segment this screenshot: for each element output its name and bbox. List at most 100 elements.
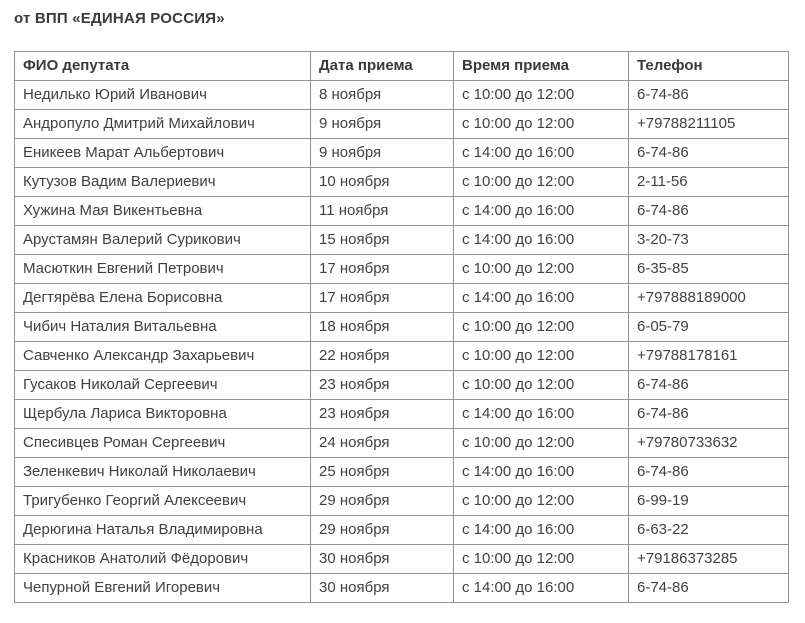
cell-name: Недилько Юрий Иванович	[14, 80, 311, 110]
cell-name: Еникеев Марат Альбертович	[14, 138, 311, 168]
cell-time: с 10:00 до 12:00	[453, 80, 629, 110]
cell-date: 29 ноября	[310, 515, 454, 545]
cell-date: 8 ноября	[310, 80, 454, 110]
cell-date: 15 ноября	[310, 225, 454, 255]
cell-time: с 10:00 до 12:00	[453, 341, 629, 371]
cell-date: 23 ноября	[310, 370, 454, 400]
cell-name: Кутузов Вадим Валериевич	[14, 167, 311, 197]
cell-name: Андропуло Дмитрий Михайлович	[14, 109, 311, 139]
cell-name: Гусаков Николай Сергеевич	[14, 370, 311, 400]
cell-phone: 6-74-86	[628, 196, 789, 226]
cell-name: Тригубенко Георгий Алексеевич	[14, 486, 311, 516]
table-row: Масюткин Евгений Петрович 17 ноября с 10:0…	[14, 254, 789, 284]
table-row: Недилько Юрий Иванович 8 ноября с 10:00 до…	[14, 80, 789, 110]
cell-name: Зеленкевич Николай Николаевич	[14, 457, 311, 487]
cell-phone: 6-05-79	[628, 312, 789, 342]
table-row: Спесивцев Роман Сергеевич 24 ноября с 10:0…	[14, 428, 789, 458]
cell-time: с 14:00 до 16:00	[453, 399, 629, 429]
cell-name: Арустамян Валерий Сурикович	[14, 225, 311, 255]
cell-date: 24 ноября	[310, 428, 454, 458]
cell-phone: 3-20-73	[628, 225, 789, 255]
cell-date: 10 ноября	[310, 167, 454, 197]
table-row: Дерюгина Наталья Владимировна 29 ноября с …	[14, 515, 789, 545]
cell-time: с 14:00 до 16:00	[453, 515, 629, 545]
cell-date: 18 ноября	[310, 312, 454, 342]
cell-phone: 6-74-86	[628, 370, 789, 400]
table-row: Чибич Наталия Витальевна 18 ноября с 10:00…	[14, 312, 789, 342]
cell-date: 17 ноября	[310, 254, 454, 284]
cell-date: 30 ноября	[310, 573, 454, 603]
table-row: Чепурной Евгений Игоревич 30 ноября с 14:0…	[14, 573, 789, 603]
cell-phone: +79186373285	[628, 544, 789, 574]
table-row: Гусаков Николай Сергеевич 23 ноября с 10:0…	[14, 370, 789, 400]
cell-name: Масюткин Евгений Петрович	[14, 254, 311, 284]
cell-date: 9 ноября	[310, 138, 454, 168]
cell-date: 22 ноября	[310, 341, 454, 371]
cell-name: Чибич Наталия Витальевна	[14, 312, 311, 342]
cell-date: 30 ноября	[310, 544, 454, 574]
cell-name: Дегтярёва Елена Борисовна	[14, 283, 311, 313]
column-header-name: ФИО депутата	[14, 51, 311, 81]
cell-date: 11 ноября	[310, 196, 454, 226]
cell-date: 9 ноября	[310, 109, 454, 139]
cell-time: с 10:00 до 12:00	[453, 428, 629, 458]
cell-time: с 10:00 до 12:00	[453, 167, 629, 197]
cell-time: с 10:00 до 12:00	[453, 544, 629, 574]
cell-time: с 14:00 до 16:00	[453, 138, 629, 168]
cell-time: с 14:00 до 16:00	[453, 225, 629, 255]
column-header-time: Время приема	[453, 51, 629, 81]
cell-phone: 6-74-86	[628, 138, 789, 168]
table-row: Андропуло Дмитрий Михайлович 9 ноября с 10…	[14, 109, 789, 139]
table-row: Еникеев Марат Альбертович 9 ноября с 14:00…	[14, 138, 789, 168]
cell-name: Спесивцев Роман Сергеевич	[14, 428, 311, 458]
cell-name: Красников Анатолий Фёдорович	[14, 544, 311, 574]
cell-time: с 10:00 до 12:00	[453, 312, 629, 342]
table-row: Кутузов Вадим Валериевич 10 ноября с 10:00…	[14, 167, 789, 197]
cell-phone: 6-74-86	[628, 399, 789, 429]
cell-time: с 14:00 до 16:00	[453, 457, 629, 487]
cell-time: с 10:00 до 12:00	[453, 486, 629, 516]
cell-phone: +79780733632	[628, 428, 789, 458]
cell-phone: +797888189000	[628, 283, 789, 313]
cell-phone: 6-74-86	[628, 457, 789, 487]
cell-name: Дерюгина Наталья Владимировна	[14, 515, 311, 545]
page-title: от ВПП «ЕДИНАЯ РОССИЯ»	[14, 10, 225, 27]
cell-phone: +79788211105	[628, 109, 789, 139]
cell-time: с 14:00 до 16:00	[453, 573, 629, 603]
column-header-date: Дата приема	[310, 51, 454, 81]
cell-phone: 2-11-56	[628, 167, 789, 197]
table-row: Щербула Лариса Викторовна 23 ноября с 14:0…	[14, 399, 789, 429]
cell-time: с 10:00 до 12:00	[453, 254, 629, 284]
cell-name: Савченко Александр Захарьевич	[14, 341, 311, 371]
cell-time: с 10:00 до 12:00	[453, 370, 629, 400]
cell-name: Щербула Лариса Викторовна	[14, 399, 311, 429]
table-row: Тригубенко Георгий Алексеевич 29 ноября с …	[14, 486, 789, 516]
cell-name: Чепурной Евгений Игоревич	[14, 573, 311, 603]
table-body: Недилько Юрий Иванович 8 ноября с 10:00 до…	[14, 80, 789, 603]
cell-date: 17 ноября	[310, 283, 454, 313]
table-row: Хужина Мая Викентьевна 11 ноября с 14:00 д…	[14, 196, 789, 226]
cell-phone: 6-63-22	[628, 515, 789, 545]
table-row: Красников Анатолий Фёдорович 30 ноября с 1…	[14, 544, 789, 574]
cell-phone: 6-99-19	[628, 486, 789, 516]
table-row: Савченко Александр Захарьевич 22 ноября с …	[14, 341, 789, 371]
cell-time: с 14:00 до 16:00	[453, 196, 629, 226]
cell-date: 23 ноября	[310, 399, 454, 429]
table-row: Зеленкевич Николай Николаевич 25 ноября с …	[14, 457, 789, 487]
cell-phone: 6-74-86	[628, 573, 789, 603]
table-row: Дегтярёва Елена Борисовна 17 ноября с 14:0…	[14, 283, 789, 313]
cell-time: с 10:00 до 12:00	[453, 109, 629, 139]
cell-date: 29 ноября	[310, 486, 454, 516]
header-row: ФИО депутата Дата приема Время приема Те…	[14, 51, 789, 81]
cell-name: Хужина Мая Викентьевна	[14, 196, 311, 226]
cell-phone: 6-35-85	[628, 254, 789, 284]
cell-date: 25 ноября	[310, 457, 454, 487]
table-row: Арустамян Валерий Сурикович 15 ноября с 14…	[14, 225, 789, 255]
cell-time: с 14:00 до 16:00	[453, 283, 629, 313]
reception-schedule-table: ФИО депутата Дата приема Время приема Те…	[14, 51, 789, 603]
column-header-phone: Телефон	[628, 51, 789, 81]
table-header: ФИО депутата Дата приема Время приема Те…	[14, 51, 789, 81]
cell-phone: +79788178161	[628, 341, 789, 371]
cell-phone: 6-74-86	[628, 80, 789, 110]
